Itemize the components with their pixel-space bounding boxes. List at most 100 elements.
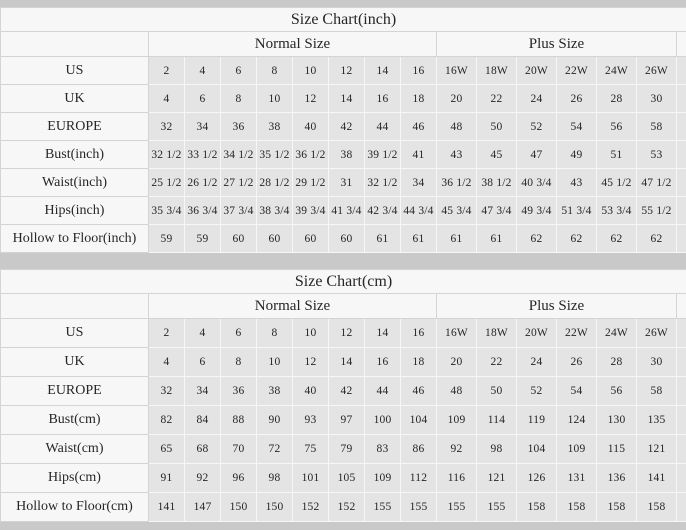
size-value-cell: 40: [292, 376, 329, 406]
size-value-cell: 115: [596, 434, 637, 464]
size-value-cell: 44: [364, 112, 401, 141]
size-value-cell: 38 3/4: [256, 196, 293, 225]
size-value-cell: 45: [476, 140, 517, 169]
size-value-cell: 38: [256, 376, 293, 406]
size-value-cell: 2: [148, 56, 185, 85]
size-value-cell: 27 1/2: [220, 168, 257, 197]
size-value-cell: 109: [364, 463, 401, 493]
group-header-plus-size: Plus Size: [436, 293, 677, 319]
size-value-cell: 35 1/2: [256, 140, 293, 169]
size-value-cell: 48: [436, 112, 477, 141]
size-value-cell: 112: [400, 463, 437, 493]
size-value-cell: 88: [220, 405, 257, 435]
size-value-cell: 86: [400, 434, 437, 464]
size-value-cell: 42: [328, 376, 365, 406]
row-label: UK: [0, 347, 149, 377]
size-value-cell: 28: [596, 84, 637, 113]
size-value-cell: 47 3/4: [476, 196, 517, 225]
size-value-cell: 16: [400, 318, 437, 348]
size-value-cell: 26W: [636, 318, 677, 348]
row-label: US: [0, 318, 149, 348]
corner-cell: [0, 31, 149, 57]
size-value-cell: 18: [400, 84, 437, 113]
size-value-cell: 155: [476, 492, 517, 522]
size-row: Waist(inch) 25 1/2 26 1/2 27 1/2 28 1/2 29 1/…: [0, 168, 686, 197]
size-value-cell: 53 3/4: [596, 196, 637, 225]
size-value-cell: 40 3/4: [516, 168, 557, 197]
size-chart-inch-table: Size Chart(inch) Normal Size Plus Size US 2 4…: [0, 7, 686, 253]
size-row: US 2 4 6 8 10 12 14 16 16W 18W 20W 22W 24W 26W: [0, 318, 686, 348]
row-label: Hips(cm): [0, 463, 149, 493]
size-value-cell: 12: [292, 84, 329, 113]
size-value-cell: 98: [476, 434, 517, 464]
size-value-cell: 38: [256, 112, 293, 141]
size-value-cell: 10: [292, 56, 329, 85]
size-value-cell: 101: [292, 463, 329, 493]
size-value-cell: 43: [556, 168, 597, 197]
size-value-cell: 32: [148, 112, 185, 141]
size-value-cell: 60: [328, 224, 365, 253]
cutoff-stub-cell: [675, 405, 686, 435]
size-row: Hollow to Floor(inch) 59 59 60 60 60 60 61 61 61 6…: [0, 224, 686, 253]
size-value-cell: 38: [328, 140, 365, 169]
size-value-cell: 65: [148, 434, 185, 464]
size-value-cell: 135: [636, 405, 677, 435]
size-value-cell: 158: [556, 492, 597, 522]
size-value-cell: 24: [516, 84, 557, 113]
size-value-cell: 62: [636, 224, 677, 253]
row-label: EUROPE: [0, 376, 149, 406]
size-value-cell: 150: [256, 492, 293, 522]
size-value-cell: 114: [476, 405, 517, 435]
size-value-cell: 12: [328, 318, 365, 348]
size-value-cell: 12: [292, 347, 329, 377]
size-value-cell: 22: [476, 84, 517, 113]
size-value-cell: 49: [556, 140, 597, 169]
size-value-cell: 10: [256, 84, 293, 113]
size-row: UK 4 6 8 10 12 14 16 18 20 22 24 26 28 30: [0, 347, 686, 377]
size-value-cell: 36 1/2: [436, 168, 477, 197]
size-value-cell: 26: [556, 347, 597, 377]
group-header-normal-size: Normal Size: [148, 31, 437, 57]
size-value-cell: 34: [184, 112, 221, 141]
size-value-cell: 150: [220, 492, 257, 522]
size-value-cell: 121: [476, 463, 517, 493]
size-value-cell: 10: [292, 318, 329, 348]
size-value-cell: 90: [256, 405, 293, 435]
size-value-cell: 20W: [516, 56, 557, 85]
size-value-cell: 158: [636, 492, 677, 522]
size-value-cell: 36 3/4: [184, 196, 221, 225]
size-value-cell: 38 1/2: [476, 168, 517, 197]
size-row: Hollow to Floor(cm) 141 147 150 150 152 152 155…: [0, 492, 686, 522]
size-value-cell: 55 1/2: [636, 196, 677, 225]
size-row: Bust(cm) 82 84 88 90 93 97 100 104 109 114 119 124 13…: [0, 405, 686, 435]
size-value-cell: 72: [256, 434, 293, 464]
size-value-cell: 59: [184, 224, 221, 253]
size-value-cell: 51 3/4: [556, 196, 597, 225]
row-label: Bust(cm): [0, 405, 149, 435]
size-value-cell: 36: [220, 112, 257, 141]
size-value-cell: 36 1/2: [292, 140, 329, 169]
size-value-cell: 41: [400, 140, 437, 169]
size-value-cell: 4: [148, 347, 185, 377]
size-value-cell: 41 3/4: [328, 196, 365, 225]
size-row: Hips(cm) 91 92 96 98 101 105 109 112 116 121 126 131…: [0, 463, 686, 493]
size-value-cell: 18: [400, 347, 437, 377]
size-value-cell: 58: [636, 376, 677, 406]
size-value-cell: 2: [148, 318, 185, 348]
size-row: UK 4 6 8 10 12 14 16 18 20 22 24 26 28 30: [0, 84, 686, 113]
size-value-cell: 45 1/2: [596, 168, 637, 197]
size-chart-cm-table: Size Chart(cm) Normal Size Plus Size US 2 4 6 8…: [0, 269, 686, 522]
size-value-cell: 93: [292, 405, 329, 435]
row-label: Hollow to Floor(cm): [0, 492, 149, 522]
size-value-cell: 44 3/4: [400, 196, 437, 225]
row-label: Hollow to Floor(inch): [0, 224, 149, 253]
size-value-cell: 16: [364, 84, 401, 113]
size-value-cell: 52: [516, 376, 557, 406]
cutoff-stub-cell: [675, 463, 686, 493]
size-row: US 2 4 6 8 10 12 14 16 16W 18W 20W 22W 24W 26W: [0, 56, 686, 85]
size-value-cell: 43: [436, 140, 477, 169]
size-value-cell: 29 1/2: [292, 168, 329, 197]
size-value-cell: 4: [184, 56, 221, 85]
group-header-row: Normal Size Plus Size: [0, 293, 686, 319]
